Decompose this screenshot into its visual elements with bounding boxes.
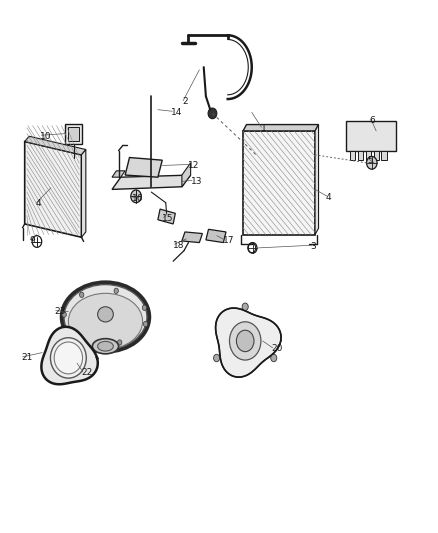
Ellipse shape [62,282,149,352]
Polygon shape [158,209,175,224]
Polygon shape [346,122,396,151]
Text: 6: 6 [370,116,375,125]
Circle shape [237,330,254,352]
Text: 13: 13 [191,177,202,186]
Ellipse shape [98,307,113,322]
Text: 12: 12 [188,161,200,170]
Ellipse shape [98,342,113,351]
Text: 4: 4 [35,199,41,208]
Circle shape [143,321,148,327]
Polygon shape [112,171,125,177]
Polygon shape [350,151,355,160]
Polygon shape [182,232,202,243]
Polygon shape [366,151,371,160]
Polygon shape [243,125,318,131]
Ellipse shape [64,285,147,350]
Circle shape [62,312,66,317]
Text: 22: 22 [81,368,93,377]
Ellipse shape [92,338,119,354]
Polygon shape [243,131,315,235]
Circle shape [71,332,76,337]
Text: 10: 10 [40,132,52,141]
Polygon shape [25,142,81,237]
Polygon shape [182,163,191,187]
Text: 17: 17 [223,237,235,246]
Circle shape [271,354,277,362]
Ellipse shape [68,293,143,349]
Polygon shape [315,125,318,235]
Polygon shape [215,308,281,377]
Polygon shape [25,136,86,155]
Ellipse shape [54,342,82,374]
Text: 9: 9 [29,237,35,246]
Circle shape [117,340,122,345]
Circle shape [80,292,84,297]
Polygon shape [358,151,363,160]
Polygon shape [206,229,226,243]
Text: 21: 21 [21,353,33,362]
Circle shape [242,303,248,311]
Polygon shape [381,151,387,160]
Text: 23: 23 [54,307,66,316]
Circle shape [114,288,118,294]
Polygon shape [125,158,162,177]
FancyBboxPatch shape [65,124,82,144]
Circle shape [131,190,141,203]
Polygon shape [112,175,191,189]
Circle shape [230,322,261,360]
Text: 14: 14 [171,108,182,117]
Circle shape [367,157,377,169]
Text: 3: 3 [311,242,316,251]
Text: 20: 20 [272,344,283,353]
Text: 4: 4 [326,193,332,202]
Text: 2: 2 [182,97,187,106]
Circle shape [214,354,220,362]
Polygon shape [41,327,98,384]
Text: 18: 18 [173,241,185,250]
Polygon shape [374,151,379,160]
Text: 1: 1 [261,124,266,133]
Text: 5: 5 [367,156,373,165]
Polygon shape [81,150,86,237]
Circle shape [208,108,217,119]
FancyBboxPatch shape [68,127,79,141]
Ellipse shape [50,338,86,378]
Text: 16: 16 [132,194,143,203]
Text: 15: 15 [162,214,174,223]
Circle shape [142,305,147,310]
